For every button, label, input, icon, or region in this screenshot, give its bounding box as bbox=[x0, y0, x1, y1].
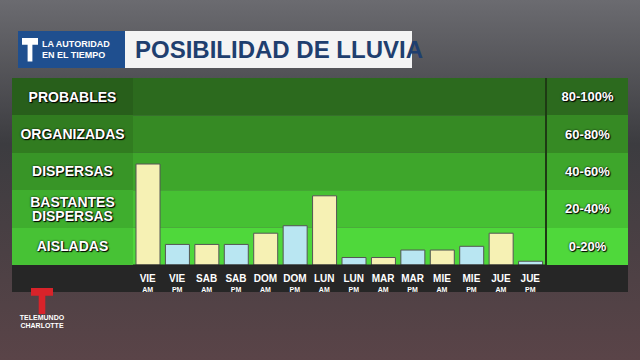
svg-text:PM: PM bbox=[348, 286, 359, 293]
svg-text:AM: AM bbox=[437, 286, 448, 293]
svg-text:MIE: MIE bbox=[433, 273, 451, 284]
svg-text:PM: PM bbox=[290, 286, 301, 293]
html-text:EN EL TIEMPO: EN EL TIEMPO bbox=[42, 49, 106, 60]
html-text:40-60%: 40-60% bbox=[565, 164, 610, 179]
svg-text:AM: AM bbox=[495, 286, 506, 293]
html-text:POSIBILIDAD DE LLUVIA: POSIBILIDAD DE LLUVIA bbox=[135, 35, 423, 63]
svg-text:LUN: LUN bbox=[343, 273, 364, 284]
svg-text:SAB: SAB bbox=[196, 273, 217, 284]
svg-text:AM: AM bbox=[201, 286, 212, 293]
svg-text:MAR: MAR bbox=[401, 273, 425, 284]
svg-text:VIE: VIE bbox=[140, 273, 156, 284]
html-text:60-80%: 60-80% bbox=[565, 126, 610, 142]
html-text:CHARLOTTE: CHARLOTTE bbox=[20, 322, 64, 329]
svg-text:PM: PM bbox=[525, 286, 536, 293]
svg-text:DOM: DOM bbox=[254, 273, 277, 284]
svg-text:JUE: JUE bbox=[491, 273, 511, 284]
svg-text:LUN: LUN bbox=[314, 273, 335, 284]
svg-text:DOM: DOM bbox=[283, 273, 306, 284]
svg-text:AM: AM bbox=[319, 286, 330, 293]
svg-text:PM: PM bbox=[172, 286, 183, 293]
html-text:LA AUTORIDAD: LA AUTORIDAD bbox=[42, 38, 110, 49]
svg-text:PM: PM bbox=[466, 286, 477, 293]
html-text:80-100%: 80-100% bbox=[561, 89, 614, 105]
svg-text:AM: AM bbox=[142, 286, 153, 293]
html-text:AISLADAS: AISLADAS bbox=[36, 238, 109, 255]
svg-text:PM: PM bbox=[231, 286, 242, 293]
svg-text:VIE: VIE bbox=[169, 273, 185, 284]
svg-text:MIE: MIE bbox=[463, 273, 481, 284]
svg-text:PM: PM bbox=[407, 286, 418, 293]
svg-text:JUE: JUE bbox=[521, 273, 541, 284]
html-text:0-20%: 0-20% bbox=[568, 238, 607, 254]
html-text:DISPERSAS: DISPERSAS bbox=[32, 163, 113, 180]
html-text:TELEMUNDO: TELEMUNDO bbox=[19, 314, 65, 321]
html-text:20-40%: 20-40% bbox=[565, 201, 610, 217]
svg-text:SAB: SAB bbox=[225, 273, 246, 284]
html-text:BASTANTES DISPERSAS: BASTANTES DISPERSAS bbox=[30, 193, 115, 224]
html-text:ORGANIZADAS: ORGANIZADAS bbox=[20, 126, 125, 143]
svg-text:AM: AM bbox=[378, 286, 389, 293]
html-text:PROBABLES: PROBABLES bbox=[28, 88, 117, 105]
svg-text:MAR: MAR bbox=[372, 273, 396, 284]
svg-text:AM: AM bbox=[260, 286, 271, 293]
